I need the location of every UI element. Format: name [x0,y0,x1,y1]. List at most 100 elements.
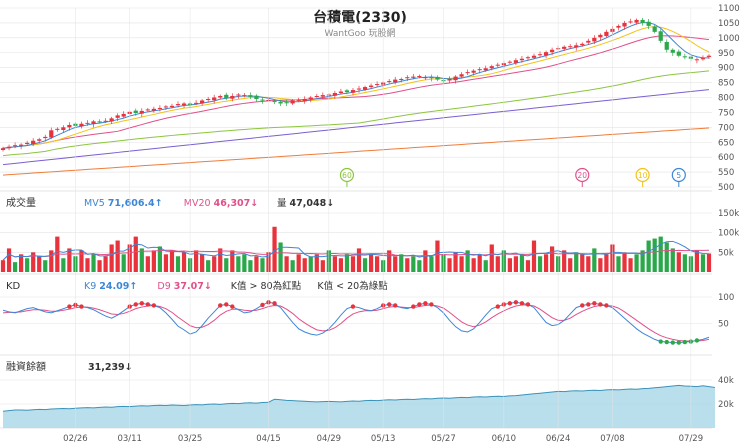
candle-body [375,84,380,86]
kd-red-dot [586,302,591,307]
volume-bar [531,240,537,272]
price-tick-label: 650 [718,138,734,148]
volume-bar [423,250,428,272]
candle-body [163,106,169,108]
volume-bar [634,254,639,272]
candle-body [628,21,633,23]
volume-bar [290,260,295,272]
volume-bar [453,252,458,272]
volume-bar [429,256,434,272]
candle-body [254,95,259,99]
candle-body [477,69,482,71]
volume-bar [79,250,84,272]
ma-marker-label: 60 [342,171,352,180]
volume-bar [302,258,307,272]
volume-bar [604,254,609,272]
kd-green-dot [658,339,663,344]
volume-bar [694,250,700,272]
volume-bar [682,254,687,272]
candle-body [537,54,543,56]
candle-body [302,98,307,102]
volume-bar [151,250,156,272]
candle-body [224,94,229,99]
volume-legend-1: MV20 46,307↓ [184,198,258,209]
volume-bar [549,246,555,272]
mv5-line [2,240,710,261]
volume-bar [507,258,512,272]
volume-bar [676,252,681,272]
candle-body [604,31,609,37]
volume-bar [477,254,482,272]
volume-bar [393,256,398,272]
kd-green-dot [694,338,700,343]
candle-body [272,101,277,103]
candle-body [157,107,163,109]
candle-body [580,43,585,46]
price-tick-label: 950 [718,49,734,59]
volume-bar [206,260,211,272]
volume-bar [103,256,108,272]
candle-body [278,101,283,104]
volume-panel: 成交量 MV5 71,606.4↑ MV20 46,307↓ 量 47,048↓ 150… [0,196,739,275]
volume-bar [483,260,488,272]
volume-title: 成交量 [6,196,36,209]
candle-body [344,90,350,93]
volume-bar [471,258,476,272]
kd-red-dot [230,304,235,309]
candle-body [453,76,458,81]
volume-bar [169,250,175,272]
volume-bar [344,254,350,272]
candle-body [206,98,211,100]
price-tick-label: 1050 [718,19,740,29]
margin-area [3,385,716,428]
candle-body [706,55,712,57]
kd-tick-label: 50 [718,320,729,330]
candle-body [260,99,265,101]
volume-bar [525,260,531,272]
candle-body [489,66,494,69]
volume-bar [260,258,265,272]
candle-body [350,90,356,93]
candle-body [290,100,295,104]
price-tick-label: 1100 [718,4,740,14]
volume-bar [157,246,163,272]
candle-body [133,110,138,114]
candle-body [531,55,537,58]
kd-red-dot [218,303,223,308]
x-tick-label: 04/29 [317,434,342,444]
volume-bar [12,262,18,272]
kd-red-dot [386,302,392,307]
kd-title: KD [6,281,21,292]
volume-bar [562,250,567,272]
volume-bar [272,226,277,272]
volume-bar [212,256,217,272]
x-tick-label: 05/13 [371,434,396,444]
candle-body [513,60,519,63]
kd-red-dot [67,304,72,309]
x-axis: 02/26 03/11 03/25 04/15 04/29 05/13 05/27 06/10… [63,8,703,444]
candle-body [43,136,48,139]
ma-marker-60 [339,167,355,183]
candle-body [495,64,500,66]
x-tick-label: 07/29 [679,434,704,444]
volume-bar [537,256,543,272]
candle-body [387,81,392,83]
margin-panel: 融資餘額 31,239↓ 40k 20k [0,360,734,429]
volume-bar [278,242,283,272]
ma60-line [2,70,710,157]
candle-body [447,79,452,81]
ma10-line [2,26,710,149]
price-tick-label: 800 [718,94,734,104]
candle-body [543,52,549,56]
candle-body [634,19,639,23]
margin-tick-label: 20k [718,400,734,410]
candle-body [145,109,150,111]
volume-bar [706,253,712,272]
candle-body [405,77,410,79]
volume-bar [308,256,313,272]
kd-red-dot [139,301,144,306]
kd-tick-label: 100 [718,293,734,303]
candle-body [31,140,36,145]
ma-marker-20 [575,167,590,183]
